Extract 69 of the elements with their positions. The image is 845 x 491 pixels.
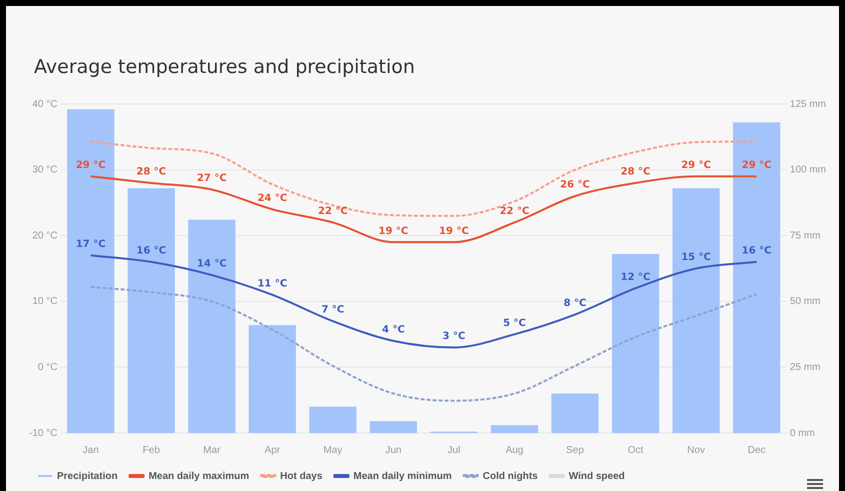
line-series <box>90 254 758 348</box>
x-tick-label: Mar <box>203 444 222 456</box>
x-tick-label: Nov <box>687 444 705 456</box>
line-series <box>90 140 758 217</box>
x-tick-label: Sep <box>566 444 584 456</box>
bar <box>128 188 175 433</box>
legend-label: Mean daily maximum <box>148 470 250 482</box>
line-series <box>90 286 758 402</box>
data-label: 28 °C <box>620 166 650 178</box>
y-tick-label: 30 °C <box>32 164 58 176</box>
data-label: 19 °C <box>439 226 469 237</box>
data-label: 15 °C <box>681 252 711 264</box>
x-tick-label: Dec <box>748 444 766 456</box>
y-tick-label: 40 °C <box>32 98 58 110</box>
data-label: 28 °C <box>136 166 166 178</box>
y-tick-label: 0 °C <box>38 362 58 373</box>
data-label: 12 °C <box>620 272 650 283</box>
data-label: 29 °C <box>76 160 106 171</box>
legend-label: Hot days <box>280 470 323 482</box>
data-label: 24 °C <box>257 192 288 204</box>
bar <box>612 254 660 433</box>
data-label: 5 °C <box>503 318 526 329</box>
legend-label: Mean daily minimum <box>353 470 452 482</box>
data-label: 17 °C <box>76 238 106 250</box>
x-tick-label: Apr <box>264 444 281 456</box>
data-label: 14 °C <box>196 258 227 270</box>
data-label: 8 °C <box>564 298 586 310</box>
x-tick-label: Aug <box>506 444 524 456</box>
bar <box>67 109 114 433</box>
y2-tick-label: 0 mm <box>790 428 815 439</box>
data-label: 29 °C <box>742 160 772 171</box>
bar <box>490 425 538 433</box>
data-label: 22 °C <box>500 206 530 218</box>
y2-tick-label: 75 mm <box>790 230 820 242</box>
x-tick-label: Jul <box>448 444 460 456</box>
bar <box>733 122 780 433</box>
y2-tick-label: 50 mm <box>790 296 820 308</box>
y-tick-label: 10 °C <box>32 296 58 308</box>
data-label: 3 °C <box>442 331 466 342</box>
data-label: 16 °C <box>742 246 772 257</box>
data-label: 27 °C <box>196 173 227 184</box>
y2-tick-label: 125 mm <box>790 98 826 110</box>
chart-title: Average temperatures and precipitation <box>34 56 415 78</box>
data-label: 22 °C <box>318 206 348 218</box>
data-label: 26 °C <box>560 180 590 191</box>
data-label: 4 °C <box>382 324 405 336</box>
x-tick-label: Jan <box>82 444 99 456</box>
bar <box>188 220 236 433</box>
bar <box>672 188 720 433</box>
bar <box>370 421 418 433</box>
bar <box>551 394 599 433</box>
x-tick-label: Oct <box>628 444 644 456</box>
data-label: 19 °C <box>378 226 408 237</box>
data-label: 16 °C <box>136 246 166 257</box>
legend-label: Cold nights <box>482 470 538 482</box>
data-label: 29 °C <box>681 160 711 171</box>
data-label: 7 °C <box>321 304 344 316</box>
data-label: 11 °C <box>257 278 288 290</box>
bar <box>309 406 356 433</box>
x-tick-label: Jun <box>385 444 402 456</box>
y-tick-label: 20 °C <box>32 230 58 242</box>
x-tick-label: Feb <box>142 444 160 456</box>
legend-label: Wind speed <box>568 470 625 482</box>
y2-tick-label: 100 mm <box>790 164 826 176</box>
x-tick-label: May <box>323 444 342 456</box>
legend-label: Precipitation <box>57 470 118 482</box>
bar <box>248 325 296 433</box>
y-tick-label: -10 °C <box>29 428 58 439</box>
y2-tick-label: 25 mm <box>790 362 820 373</box>
